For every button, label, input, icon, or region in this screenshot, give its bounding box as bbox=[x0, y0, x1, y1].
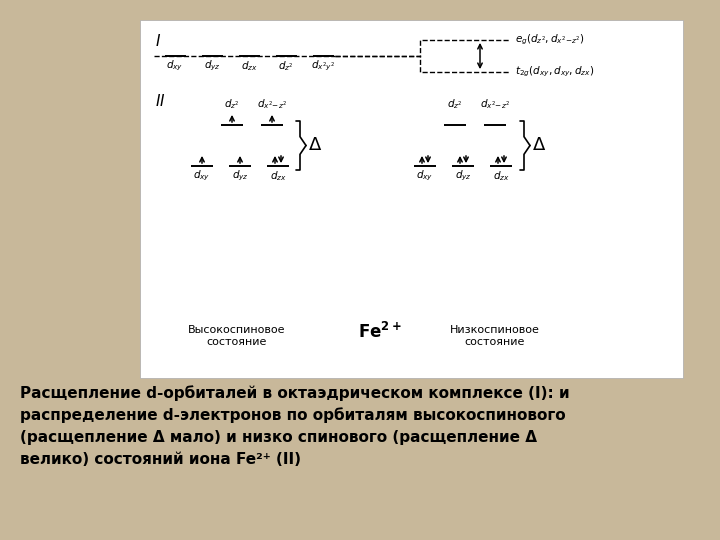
Text: $d_{x^2y^2}$: $d_{x^2y^2}$ bbox=[311, 59, 335, 73]
Text: $d_{yz}$: $d_{yz}$ bbox=[232, 169, 248, 184]
Text: $d_{x^2\!-\!z^2}$: $d_{x^2\!-\!z^2}$ bbox=[257, 97, 287, 111]
Text: $d_{z^2}$: $d_{z^2}$ bbox=[224, 97, 240, 111]
Text: $d_{zx}$: $d_{zx}$ bbox=[269, 169, 287, 183]
Text: $\Delta$: $\Delta$ bbox=[532, 137, 546, 154]
Text: Высокоспиновое
состояние: Высокоспиновое состояние bbox=[188, 325, 286, 347]
Text: $t_{2g}(d_{xy},d_{xy},d_{zx})$: $t_{2g}(d_{xy},d_{xy},d_{zx})$ bbox=[515, 65, 594, 79]
Text: $d_{xy}$: $d_{xy}$ bbox=[194, 169, 211, 184]
Text: Расщепление d-орбиталей в октаэдрическом комплексе (I): и
распределение d-электр: Расщепление d-орбиталей в октаэдрическом… bbox=[20, 385, 570, 467]
Text: $d_{z^2}$: $d_{z^2}$ bbox=[447, 97, 463, 111]
Text: $d_{xy}$: $d_{xy}$ bbox=[166, 59, 184, 73]
Text: Низкоспиновое
состояние: Низкоспиновое состояние bbox=[450, 325, 540, 347]
Text: $d_{x^2\!-\!z^2}$: $d_{x^2\!-\!z^2}$ bbox=[480, 97, 510, 111]
Text: $II$: $II$ bbox=[155, 93, 166, 109]
Text: $d_{xy}$: $d_{xy}$ bbox=[416, 169, 433, 184]
Text: $\mathbf{Fe^{2+}}$: $\mathbf{Fe^{2+}}$ bbox=[358, 322, 402, 342]
Bar bbox=[140, 20, 683, 378]
Text: $d_{zx}$: $d_{zx}$ bbox=[240, 59, 257, 73]
Text: $I$: $I$ bbox=[155, 33, 161, 49]
Text: $d_{yz}$: $d_{yz}$ bbox=[204, 59, 220, 73]
Text: $d_{yz}$: $d_{yz}$ bbox=[454, 169, 472, 184]
Text: $d_{zx}$: $d_{zx}$ bbox=[492, 169, 509, 183]
Text: $e_g(d_{z^2},d_{x^2\!-\!z^2})$: $e_g(d_{z^2},d_{x^2\!-\!z^2})$ bbox=[515, 33, 585, 47]
Text: $d_{z^2}$: $d_{z^2}$ bbox=[278, 59, 294, 73]
Text: $\Delta$: $\Delta$ bbox=[308, 137, 322, 154]
